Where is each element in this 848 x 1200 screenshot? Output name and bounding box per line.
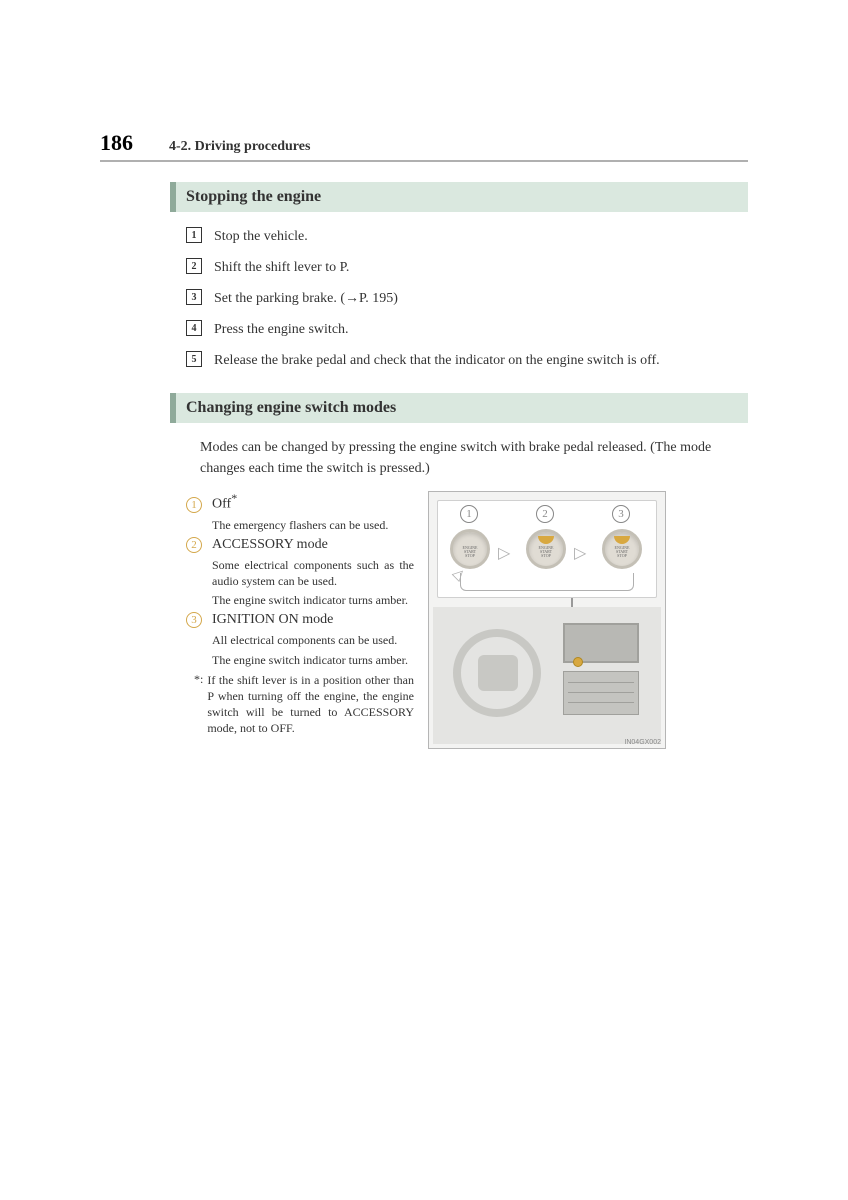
page-number: 186 — [100, 130, 133, 156]
center-console-icon — [553, 617, 653, 727]
mode-item: 1 Off* The emergency flashers can be use… — [186, 491, 414, 533]
mode-item: 3 IGNITION ON mode All electrical compon… — [186, 612, 414, 667]
modes-intro: Modes can be changed by pressing the eng… — [200, 437, 748, 479]
modes-section: 1 Off* The emergency flashers can be use… — [186, 491, 748, 749]
mode-number-circle: 1 — [186, 497, 202, 513]
step-number-box: 4 — [186, 320, 202, 336]
step-list: 1 Stop the vehicle. 2 Shift the shift le… — [186, 226, 748, 371]
modes-text-column: 1 Off* The emergency flashers can be use… — [186, 491, 414, 749]
step-number-box: 1 — [186, 227, 202, 243]
step-number-box: 2 — [186, 258, 202, 274]
heading-stopping: Stopping the engine — [170, 182, 748, 212]
engine-button-off-icon: ENGINESTARTSTOP — [450, 529, 490, 569]
step-text: Release the brake pedal and check that t… — [214, 350, 660, 371]
mode-title: ACCESSORY mode — [212, 537, 328, 553]
page-header: 186 4-2. Driving procedures — [100, 130, 748, 162]
diagram-label-2: 2 — [536, 505, 554, 523]
mode-title: Off* — [212, 491, 237, 513]
step-text: Shift the shift lever to P. — [214, 257, 349, 278]
diagram-label-3: 3 — [612, 505, 630, 523]
mode-desc: The engine switch indicator turns amber. — [212, 592, 414, 608]
heading-modes: Changing engine switch modes — [170, 393, 748, 423]
step-text: Stop the vehicle. — [214, 226, 308, 247]
mode-desc: The engine switch indicator turns amber. — [212, 652, 414, 668]
mode-title: IGNITION ON mode — [212, 612, 333, 628]
footnote: *: If the shift lever is in a position o… — [186, 672, 414, 737]
engine-switch-diagram: 1 2 3 ENGINESTARTSTOP ENGINESTARTSTOP EN… — [428, 491, 666, 749]
image-code: IN04GX002 — [624, 739, 661, 746]
arrow-right-icon: ▷ — [574, 543, 586, 563]
step-item: 2 Shift the shift lever to P. — [186, 257, 748, 278]
footnote-mark: *: — [194, 672, 203, 687]
step-item: 5 Release the brake pedal and check that… — [186, 350, 748, 371]
step-number-box: 5 — [186, 351, 202, 367]
mode-desc: Some electrical components such as the a… — [212, 557, 414, 589]
steering-hub-icon — [478, 655, 518, 691]
mode-number-circle: 3 — [186, 612, 202, 628]
diagram-callout-box: 1 2 3 ENGINESTARTSTOP ENGINESTARTSTOP EN… — [437, 500, 657, 598]
control-panel-icon — [563, 671, 639, 715]
step-item: 4 Press the engine switch. — [186, 319, 748, 340]
step-item: 1 Stop the vehicle. — [186, 226, 748, 247]
return-path-icon — [460, 573, 634, 591]
section-title: 4-2. Driving procedures — [169, 139, 310, 155]
mode-item: 2 ACCESSORY mode Some electrical compone… — [186, 537, 414, 609]
engine-button-acc-icon: ENGINESTARTSTOP — [526, 529, 566, 569]
engine-button-ign-icon: ENGINESTARTSTOP — [602, 529, 642, 569]
mode-desc: All electrical components can be used. — [212, 632, 414, 648]
arrow-right-icon: ▷ — [498, 543, 510, 563]
mode-desc: The emergency flashers can be used. — [212, 517, 414, 533]
step-item: 3 Set the parking brake. (→P. 195) — [186, 288, 748, 309]
footnote-text: If the shift lever is in a position othe… — [207, 672, 414, 737]
engine-switch-location-icon — [573, 657, 583, 667]
dashboard-illustration — [433, 607, 661, 744]
diagram-label-1: 1 — [460, 505, 478, 523]
step-number-box: 3 — [186, 289, 202, 305]
step-text: Set the parking brake. (→P. 195) — [214, 288, 398, 309]
diagram-column: 1 2 3 ENGINESTARTSTOP ENGINESTARTSTOP EN… — [428, 491, 666, 749]
mode-number-circle: 2 — [186, 537, 202, 553]
step-text: Press the engine switch. — [214, 319, 349, 340]
